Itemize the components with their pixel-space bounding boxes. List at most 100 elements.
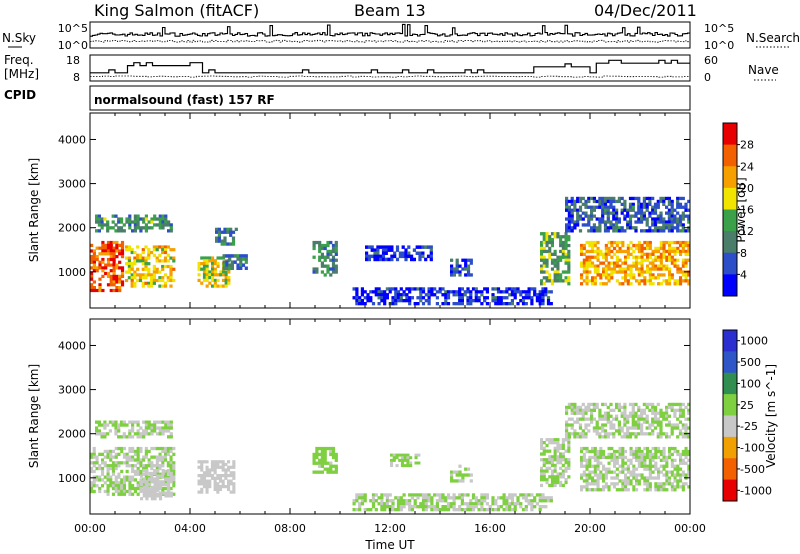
velocity-cell: [202, 479, 206, 483]
velocity-cell: [656, 432, 660, 436]
velocity-cell: [106, 449, 110, 454]
velocity-cell: [227, 468, 231, 472]
velocity-cell: [100, 432, 104, 436]
velocity-cell: [224, 476, 228, 480]
power-cell: [687, 214, 691, 218]
velocity-cell: [153, 485, 157, 489]
power-cell: [197, 278, 201, 282]
power-cell: [144, 245, 148, 249]
power-cell: [391, 296, 395, 300]
velocity-cell: [380, 505, 384, 509]
power-cell: [603, 202, 608, 206]
power-cell: [109, 288, 113, 293]
velocity-cell: [640, 423, 644, 427]
velocity-cell: [120, 489, 124, 494]
power-cell: [92, 286, 96, 290]
velocity-cell: [385, 493, 389, 497]
velocity-cell: [582, 452, 586, 457]
velocity-cell: [637, 405, 641, 410]
power-cell: [458, 302, 462, 306]
velocity-cell: [659, 435, 663, 439]
power-cell: [408, 299, 412, 303]
power-colorbar-swatch: [723, 166, 737, 189]
power-cell: [679, 240, 683, 245]
power-cell: [90, 277, 94, 281]
power-cell: [567, 243, 571, 248]
velocity-cell: [128, 449, 132, 454]
power-cell: [621, 240, 625, 245]
velocity-cell: [392, 456, 396, 460]
power-cell: [200, 262, 204, 266]
power-cell: [419, 293, 423, 297]
power-cell: [120, 252, 125, 256]
power-cell: [141, 248, 145, 252]
velocity-cell: [648, 402, 652, 407]
power-cell: [421, 296, 426, 300]
power-cell: [166, 259, 170, 263]
power-cell: [651, 205, 655, 209]
power-cell: [513, 296, 517, 300]
power-cell: [620, 202, 624, 206]
velocity-cell: [502, 496, 506, 500]
power-cell: [592, 223, 596, 227]
power-cell: [396, 290, 401, 294]
velocity-cell: [601, 435, 605, 439]
power-cell: [215, 236, 219, 240]
velocity-cell: [405, 499, 409, 503]
power-cell: [603, 205, 608, 209]
power-cell: [624, 267, 628, 271]
power-cell: [415, 251, 419, 255]
power-cell: [224, 284, 228, 288]
velocity-cell: [464, 467, 468, 471]
velocity-cell: [565, 432, 569, 436]
velocity-cell: [128, 486, 132, 491]
velocity-cell: [119, 420, 124, 424]
velocity-cell: [161, 489, 165, 494]
velocity-cell: [169, 477, 173, 481]
velocity-cell: [640, 417, 644, 421]
power-cell: [668, 249, 672, 254]
velocity-cell: [441, 496, 445, 500]
power-cell: [567, 264, 571, 268]
power-cell: [224, 281, 228, 285]
power-cell: [610, 267, 614, 271]
velocity-cell: [612, 435, 616, 439]
power-cell: [588, 243, 592, 248]
power-cell: [104, 271, 108, 276]
velocity-cell: [92, 489, 96, 494]
power-cell: [540, 279, 544, 283]
velocity-cell: [505, 502, 509, 506]
power-cell: [637, 202, 641, 206]
velocity-cell: [444, 499, 448, 503]
power-cell: [617, 217, 621, 221]
velocity-cell: [645, 417, 649, 421]
velocity-cell: [613, 458, 617, 462]
power-cell: [383, 299, 387, 303]
velocity-cell: [502, 493, 506, 497]
power-cell: [656, 226, 660, 230]
velocity-cell: [400, 458, 404, 462]
power-cell: [433, 287, 437, 291]
power-cell: [592, 196, 596, 201]
velocity-cell: [584, 435, 588, 439]
velocity-cell: [421, 496, 426, 500]
velocity-cell: [620, 426, 624, 430]
power-cell: [542, 240, 546, 245]
power-cell: [161, 264, 165, 269]
freq-frame: [89, 54, 691, 82]
power-cell: [127, 270, 131, 274]
velocity-cell: [513, 508, 517, 512]
power-cell: [585, 264, 589, 268]
velocity-cell: [587, 405, 591, 410]
velocity-cell: [326, 446, 330, 451]
power-cell: [653, 208, 658, 212]
velocity-cell: [662, 414, 666, 418]
velocity-cell: [654, 485, 658, 489]
power-cell: [670, 261, 674, 265]
power-cell: [120, 271, 125, 276]
velocity-cell: [596, 461, 600, 465]
power-cell: [408, 296, 412, 300]
power-cell: [609, 211, 613, 215]
velocity-cell: [395, 456, 399, 460]
power-cell: [474, 287, 478, 291]
